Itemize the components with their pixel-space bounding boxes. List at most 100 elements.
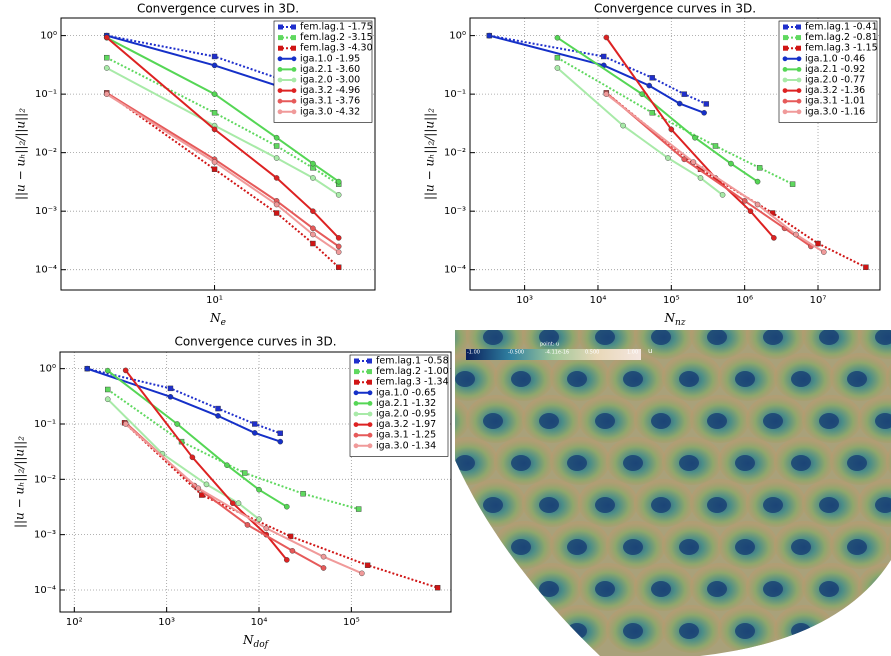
x-axis-label: Nnz [663, 311, 685, 328]
x-tick-label: 10⁴ [251, 617, 268, 628]
y-tick-label: 10⁻⁴ [444, 265, 466, 276]
render-core [567, 539, 587, 555]
render-core [651, 497, 671, 513]
legend-marker [277, 56, 283, 62]
marker [335, 249, 342, 255]
marker [287, 533, 294, 540]
marker [244, 522, 251, 528]
render-core [875, 413, 891, 429]
marker [335, 243, 342, 250]
marker [300, 490, 306, 497]
x-tick-label: 10¹ [206, 295, 223, 306]
marker [355, 506, 362, 512]
marker [603, 34, 610, 41]
legend-marker [354, 379, 359, 385]
render-core [847, 371, 867, 387]
legend-label: fem.lag.3 -1.34 [376, 377, 449, 388]
marker [320, 565, 327, 571]
render-core [595, 413, 615, 429]
render-core [763, 497, 783, 513]
render-core [763, 581, 783, 597]
legend-marker [782, 98, 788, 104]
x-tick-label: 10³ [516, 295, 533, 306]
marker [211, 126, 218, 133]
render-core [679, 455, 699, 471]
render-core [735, 455, 755, 471]
x-axis-label: Ndof [242, 633, 270, 650]
marker [603, 91, 610, 97]
render-core [707, 413, 727, 429]
legend-marker [796, 98, 802, 104]
y-tick-label: 10⁻¹ [35, 89, 57, 100]
marker [335, 178, 342, 185]
render-panel [455, 330, 891, 656]
legend-marker [277, 109, 283, 115]
render-core [539, 330, 559, 345]
marker [310, 225, 316, 232]
legend-marker [277, 98, 283, 104]
legend-marker [367, 390, 373, 396]
render-core [623, 539, 643, 555]
legend-marker [367, 379, 372, 385]
legend-marker [367, 443, 373, 449]
marker [211, 62, 218, 69]
x-label-sub: nz [675, 318, 686, 328]
legend-marker [782, 109, 788, 115]
legend-marker [367, 411, 373, 417]
legend-label: iga.3.0 -4.32 [300, 106, 360, 117]
render-core [735, 539, 755, 555]
legend-marker [277, 67, 283, 72]
marker [692, 134, 698, 141]
x-tick-label: 10⁵ [663, 295, 680, 306]
render-core [483, 497, 503, 513]
render-core [735, 371, 755, 387]
legend-label: iga.1.0 -0.46 [805, 53, 865, 64]
marker [712, 143, 719, 149]
marker [174, 421, 180, 427]
marker [697, 175, 704, 181]
legend-marker [796, 35, 801, 41]
marker [364, 562, 371, 568]
marker [681, 91, 687, 97]
marker [273, 134, 280, 141]
marker [195, 485, 202, 492]
render-core [455, 623, 475, 639]
render-core [623, 623, 643, 639]
legend-marker [796, 24, 801, 30]
y-tick-label: 10⁻³ [34, 530, 56, 541]
marker [681, 156, 688, 163]
marker [754, 201, 761, 208]
legend-marker [291, 98, 297, 104]
render-blob [494, 605, 554, 653]
render-core [791, 455, 811, 471]
marker [215, 413, 221, 419]
x-tick-label: 10³ [158, 617, 175, 628]
render-core [483, 330, 503, 345]
y-tick-label: 10⁻¹ [444, 89, 466, 100]
legend-label: iga.2.0 -0.95 [376, 409, 436, 420]
chart-title: Convergence curves in 3D. [594, 2, 756, 16]
legend-marker [291, 67, 297, 72]
marker [283, 503, 290, 510]
render-core [819, 413, 839, 429]
x-tick-label: 10⁴ [590, 295, 607, 306]
marker [310, 175, 316, 181]
marker [310, 231, 316, 238]
legend-label: fem.lag.1 -0.58 [376, 356, 449, 367]
marker [676, 100, 683, 107]
legend-marker [796, 67, 802, 72]
marker [104, 54, 110, 61]
legend-marker [367, 369, 372, 375]
legend-label: iga.2.0 -0.77 [805, 75, 865, 86]
legend-marker [291, 77, 297, 83]
marker [273, 210, 280, 216]
colorbar-variable: u [648, 347, 652, 355]
legend-label: iga.3.2 -1.97 [376, 419, 436, 430]
render-core [511, 371, 531, 387]
marker [122, 421, 129, 427]
render-core [679, 539, 699, 555]
legend-marker [796, 45, 801, 51]
x-label-base: N [209, 311, 221, 325]
marker [211, 110, 218, 116]
